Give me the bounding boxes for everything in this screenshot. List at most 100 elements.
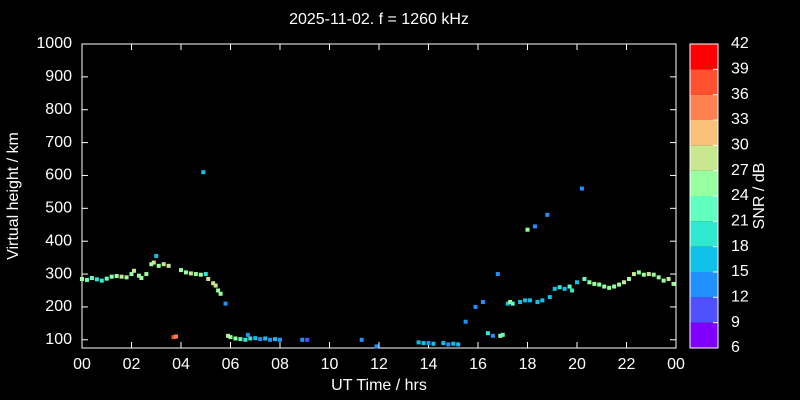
x-axis-label: UT Time / hrs [331, 377, 427, 394]
data-point [139, 275, 144, 280]
data-point [636, 270, 641, 275]
data-point [456, 342, 461, 347]
data-point [671, 281, 676, 286]
data-point [582, 276, 587, 281]
x-tick-label: 00 [667, 356, 685, 373]
colorbar-tick-label: 9 [731, 314, 740, 331]
data-point [441, 341, 446, 346]
data-point [518, 299, 523, 304]
plot-frame [81, 43, 677, 349]
data-point [622, 280, 627, 285]
data-point [154, 253, 159, 258]
data-point [228, 335, 233, 340]
x-tick-label: 12 [370, 356, 388, 373]
data-point [183, 270, 188, 275]
y-tick-label: 600 [45, 167, 72, 184]
colorbar-bin [690, 120, 718, 146]
data-point [273, 337, 278, 342]
data-point [597, 282, 602, 287]
colorbar-bin [690, 221, 718, 247]
colorbar-bin [690, 297, 718, 323]
data-point [248, 336, 253, 341]
data-point [179, 268, 183, 273]
data-point [579, 186, 584, 191]
data-point [431, 341, 436, 346]
data-point [84, 277, 89, 282]
colorbar-tick-label: 36 [731, 86, 749, 103]
data-point [463, 319, 468, 324]
y-tick-label: 800 [45, 101, 72, 118]
y-tick-label: 400 [45, 232, 72, 249]
data-point [198, 272, 203, 277]
data-point [359, 337, 364, 342]
colorbar-tick-label: 21 [731, 213, 749, 230]
x-tick-label: 18 [519, 356, 537, 373]
colorbar-bin [690, 246, 718, 272]
data-point [490, 333, 495, 338]
data-point [80, 276, 84, 281]
data-point [114, 274, 119, 279]
data-point [171, 335, 176, 340]
y-tick-label: 200 [45, 298, 72, 315]
y-tick-label: 500 [45, 200, 72, 217]
data-point [661, 278, 666, 283]
data-point [104, 276, 109, 281]
x-tick-label: 16 [469, 356, 487, 373]
colorbar-tick-label: 18 [731, 238, 749, 255]
data-point [151, 260, 156, 265]
data-point [525, 227, 530, 232]
data-point [510, 301, 515, 306]
data-point [206, 276, 211, 281]
data-point [243, 337, 248, 342]
data-point [119, 274, 124, 279]
data-point [607, 285, 612, 290]
data-point [602, 284, 607, 289]
x-tick-label: 22 [618, 356, 636, 373]
data-point [201, 170, 206, 175]
data-point [545, 212, 550, 217]
data-point [131, 268, 136, 273]
x-tick-label: 00 [73, 356, 91, 373]
colorbar-tick-label: 33 [731, 111, 749, 128]
colorbar-bin [690, 44, 718, 70]
colorbar-bin [690, 196, 718, 222]
data-point [216, 288, 221, 293]
data-point [374, 344, 379, 349]
colorbar-bin [690, 322, 718, 348]
data-point [540, 298, 545, 303]
data-point [144, 272, 149, 277]
data-point [666, 276, 671, 281]
y-tick-label: 300 [45, 265, 72, 282]
data-point [203, 272, 208, 277]
data-point [253, 336, 258, 341]
data-point [124, 275, 129, 280]
data-point [136, 273, 141, 278]
x-tick-label: 02 [123, 356, 141, 373]
data-point [426, 341, 431, 346]
data-point [646, 272, 651, 277]
data-point [226, 333, 231, 338]
data-point [508, 299, 513, 304]
data-point [268, 337, 273, 342]
data-point [305, 337, 310, 342]
data-point [89, 275, 94, 280]
colorbar-tick-label: 27 [731, 162, 749, 179]
data-point [149, 262, 154, 267]
x-tick-label: 08 [271, 356, 289, 373]
data-point [161, 262, 166, 267]
data-point [238, 337, 243, 342]
colorbar-bin [690, 170, 718, 196]
data-point [612, 284, 617, 289]
data-point [421, 341, 426, 346]
data-point [498, 333, 503, 338]
data-point [129, 272, 134, 277]
data-point [473, 304, 478, 309]
data-point [174, 334, 179, 339]
data-point [651, 272, 656, 277]
data-point [552, 286, 557, 291]
data-point [263, 336, 268, 341]
data-point [300, 337, 305, 342]
data-point [631, 272, 636, 277]
data-point [505, 301, 510, 306]
data-point [94, 277, 99, 282]
